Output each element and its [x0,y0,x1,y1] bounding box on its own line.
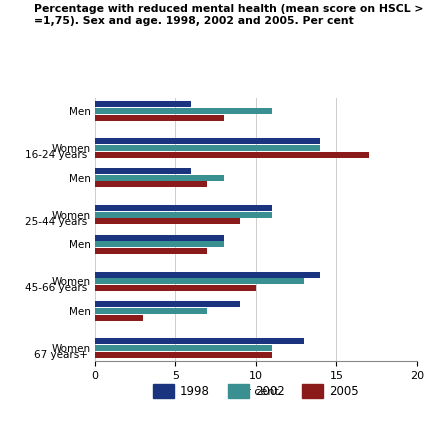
Bar [95,314,143,320]
Bar [95,308,207,314]
Text: 45-66 years: 45-66 years [25,283,88,293]
Text: 67 years+: 67 years+ [34,350,88,360]
Bar [95,272,320,278]
Bar [95,168,191,174]
Bar [95,212,272,218]
Bar [95,115,224,121]
Bar [95,101,191,108]
Bar [95,175,224,181]
Bar [95,241,224,247]
Bar [95,345,272,351]
Bar [95,278,304,284]
Bar [95,205,272,211]
Legend: 1998, 2002, 2005: 1998, 2002, 2005 [148,379,364,403]
Bar [95,181,207,187]
Bar [95,248,207,254]
Bar [95,152,369,158]
Bar [95,145,320,151]
Bar [95,338,304,344]
Bar [95,285,256,291]
Bar [95,351,272,358]
Bar [95,108,272,114]
Bar [95,235,224,241]
Text: 25-44 years: 25-44 years [25,217,88,227]
Bar [95,139,320,145]
Bar [95,301,240,307]
Text: Percentage with reduced mental health (mean score on HSCL >
=1,75). Sex and age.: Percentage with reduced mental health (m… [34,4,424,26]
Text: 16-24 years: 16-24 years [25,150,88,160]
Bar [95,218,240,224]
X-axis label: Per cent: Per cent [233,386,279,397]
